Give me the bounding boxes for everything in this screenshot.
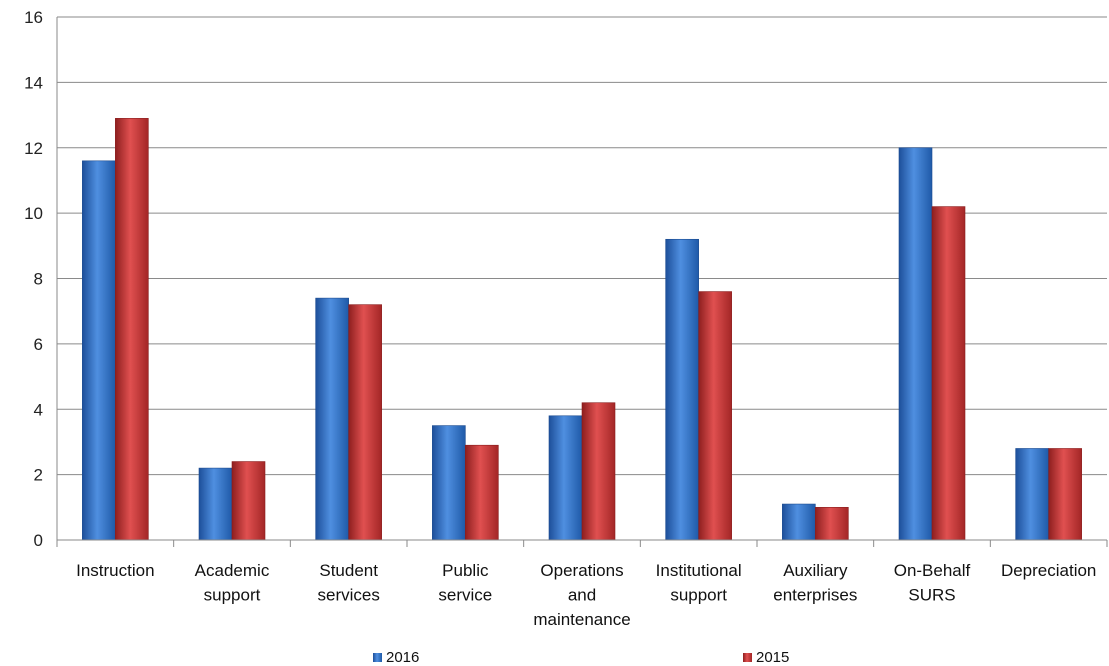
bar-2016-4: [548, 415, 583, 541]
legend: 2016 2015: [373, 649, 789, 666]
bar-2015-1: [231, 461, 266, 541]
bars: [82, 118, 1082, 541]
y-axis: 0 2 4 6 8 10 12 14 16: [24, 8, 58, 550]
y-tick-label: 8: [34, 270, 43, 289]
bar-2015-5: [698, 291, 732, 541]
bar-2016-5: [665, 238, 699, 541]
y-tick-label: 14: [24, 73, 43, 92]
bar-2015-7: [931, 206, 966, 541]
x-category-label: Auxiliary enterprises: [773, 561, 857, 605]
bar-2015-2: [348, 304, 382, 541]
legend-label-2016: 2016: [386, 649, 419, 666]
bar-2016-0: [82, 160, 116, 541]
x-axis: Instruction Academic support Student service…: [56, 539, 1108, 629]
bar-2016-6: [782, 503, 816, 541]
bar-2015-6: [815, 507, 849, 541]
x-category-label: Operations and maintenance: [533, 561, 630, 629]
bar-2016-2: [315, 297, 349, 541]
x-category-label: On-Behalf SURS: [894, 561, 971, 605]
x-category-label: Institutional support: [656, 561, 742, 605]
y-tick-label: 0: [34, 531, 43, 550]
y-tick-label: 6: [34, 335, 43, 354]
y-tick-label: 10: [24, 204, 43, 223]
x-category-label: Academic support: [195, 561, 270, 605]
bar-2016-8: [1015, 448, 1049, 541]
y-tick-label: 12: [24, 139, 43, 158]
legend-swatch-2015: [743, 653, 752, 662]
x-category-label: Student services: [317, 561, 379, 605]
x-category-label: Public service: [438, 561, 492, 605]
legend-swatch-2016: [373, 653, 382, 662]
bar-2015-0: [115, 118, 149, 541]
y-tick-label: 16: [24, 8, 43, 27]
bar-2015-4: [581, 402, 616, 541]
y-tick-label: 2: [34, 466, 43, 485]
x-category-label: Depreciation: [1001, 561, 1096, 580]
bar-2016-3: [432, 425, 466, 541]
legend-label-2015: 2015: [756, 649, 789, 666]
y-tick-label: 4: [34, 400, 43, 419]
bar-2016-7: [898, 147, 933, 541]
bar-2015-3: [465, 444, 499, 541]
bar-2016-1: [198, 467, 233, 541]
bar-2015-8: [1048, 448, 1082, 541]
x-category-label: Instruction: [76, 561, 154, 580]
